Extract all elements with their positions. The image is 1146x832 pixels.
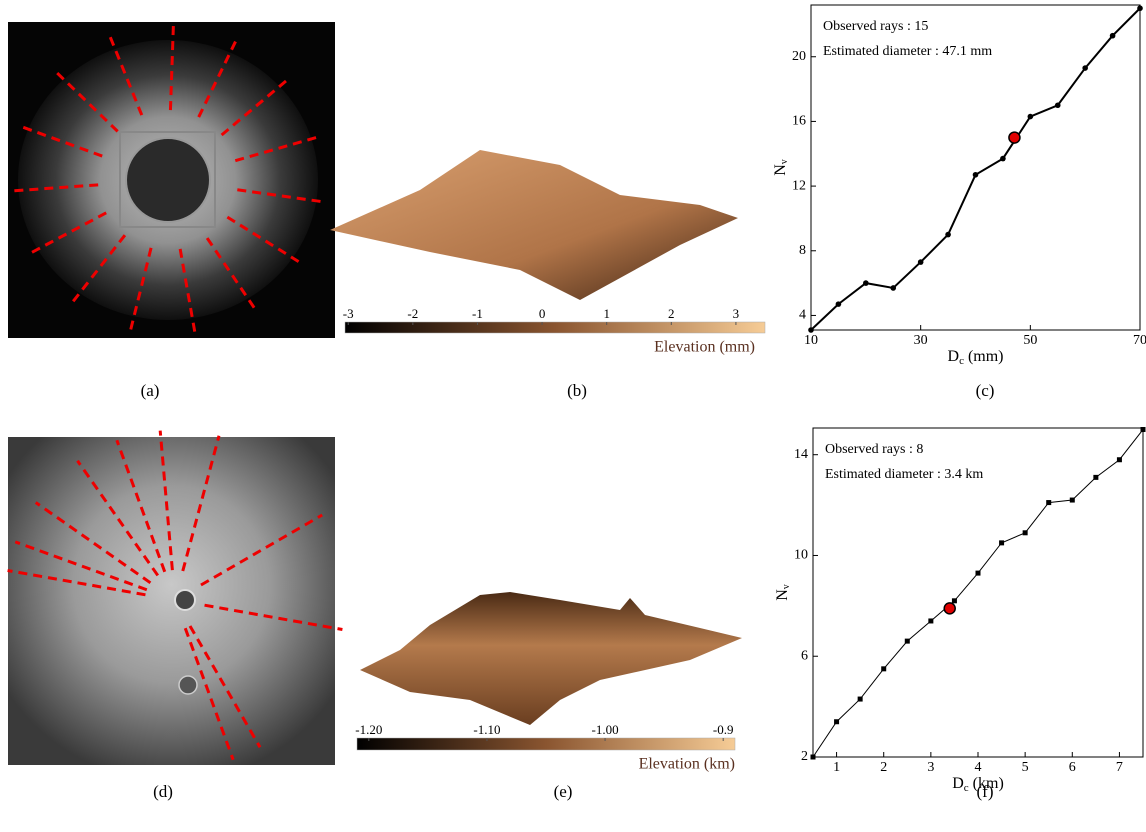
- data-point: [1141, 427, 1146, 432]
- data-point: [1028, 114, 1034, 120]
- panel-label: (d): [153, 782, 173, 801]
- data-point: [1000, 156, 1006, 162]
- y-tick-label: 8: [799, 243, 806, 258]
- data-point: [863, 280, 869, 286]
- x-tick-label: 2: [880, 760, 887, 775]
- panel-label: (b): [567, 381, 587, 400]
- panel-label: (e): [554, 782, 573, 801]
- data-point: [1055, 102, 1061, 108]
- data-point: [952, 598, 957, 603]
- annotation: Observed rays : 15: [823, 19, 928, 34]
- data-point: [808, 327, 814, 333]
- colorbar-label: Elevation (km): [639, 756, 735, 773]
- data-point: [858, 697, 863, 702]
- colorbar: [345, 322, 765, 333]
- estimate-point: [944, 603, 955, 614]
- data-point: [834, 719, 839, 724]
- colorbar-tick-label: -1.00: [592, 722, 619, 737]
- x-axis-label: Dc (mm): [948, 348, 1004, 367]
- colorbar-tick-label: -1.20: [355, 722, 382, 737]
- data-point: [918, 259, 924, 265]
- data-point: [945, 232, 951, 238]
- data-point: [1023, 530, 1028, 535]
- panel-label: (c): [976, 381, 995, 400]
- y-axis-label: Nv: [774, 584, 793, 601]
- colorbar: [357, 738, 735, 750]
- x-tick-label: 1: [833, 760, 840, 775]
- y-axis-label-sub: v: [779, 159, 790, 164]
- y-tick-label: 10: [794, 548, 808, 563]
- colorbar-tick-label: 0: [539, 306, 546, 321]
- annotation: Estimated diameter : 47.1 mm: [823, 44, 992, 59]
- data-point: [1082, 65, 1088, 71]
- y-tick-label: 16: [792, 114, 806, 129]
- colorbar-tick-label: -0.9: [713, 722, 734, 737]
- impact-image: [8, 20, 335, 338]
- data-point: [905, 639, 910, 644]
- y-tick-label: 14: [794, 447, 808, 462]
- x-tick-label: 6: [1069, 760, 1076, 775]
- x-axis-label-rest: (km): [969, 775, 1004, 792]
- x-tick-label: 10: [804, 333, 818, 348]
- data-point: [1046, 500, 1051, 505]
- surface-b: [330, 150, 738, 300]
- colorbar-tick-label: -3: [343, 306, 354, 321]
- x-axis-label-main: D: [948, 348, 960, 365]
- colorbar-tick-label: -1.10: [473, 722, 500, 737]
- x-tick-label: 3: [927, 760, 934, 775]
- data-point: [890, 285, 896, 291]
- x-axis-label: Dc (km): [952, 775, 1004, 794]
- colorbar-tick-label: 2: [668, 306, 675, 321]
- x-tick-label: 4: [975, 760, 982, 775]
- x-axis-label-rest: (mm): [964, 348, 1004, 365]
- y-axis-label-main: N: [772, 164, 789, 176]
- x-tick-label: 7: [1116, 760, 1123, 775]
- x-tick-label: 5: [1022, 760, 1029, 775]
- x-tick-label: 70: [1133, 333, 1146, 348]
- y-tick-label: 4: [799, 308, 806, 323]
- data-point: [881, 666, 886, 671]
- y-axis-label-sub: v: [781, 584, 792, 589]
- colorbar-tick-label: -1: [472, 306, 483, 321]
- y-axis-label-main: N: [774, 589, 791, 601]
- crater-image: [8, 431, 343, 765]
- data-point: [976, 571, 981, 576]
- figure: (a)(b)(c)(d)(e)(f)-3-2-10123Elevation (m…: [0, 0, 1146, 832]
- data-point: [1137, 5, 1143, 11]
- data-point: [928, 618, 933, 623]
- y-tick-label: 12: [792, 178, 806, 193]
- data-point: [999, 540, 1004, 545]
- data-point: [811, 755, 816, 760]
- surface-e: [360, 592, 742, 725]
- colorbar-label: Elevation (mm): [654, 339, 755, 356]
- annotation: Estimated diameter : 3.4 km: [825, 467, 983, 482]
- panel-label: (a): [141, 381, 160, 400]
- y-axis-label: Nv: [772, 159, 791, 176]
- estimate-point: [1009, 132, 1020, 143]
- data-point: [836, 301, 842, 307]
- data-point: [1110, 33, 1116, 39]
- y-tick-label: 20: [792, 49, 806, 64]
- annotation: Observed rays : 8: [825, 442, 923, 457]
- colorbar-tick-label: -2: [407, 306, 418, 321]
- data-point: [1070, 498, 1075, 503]
- y-tick-label: 2: [801, 749, 808, 764]
- x-axis-label-main: D: [952, 775, 964, 792]
- data-point: [973, 172, 979, 178]
- colorbar-tick-label: 1: [603, 306, 610, 321]
- data-point: [1117, 457, 1122, 462]
- x-tick-label: 50: [1023, 333, 1037, 348]
- data-point: [1093, 475, 1098, 480]
- colorbar-tick-label: 3: [733, 306, 740, 321]
- x-tick-label: 30: [914, 333, 928, 348]
- y-tick-label: 6: [801, 648, 808, 663]
